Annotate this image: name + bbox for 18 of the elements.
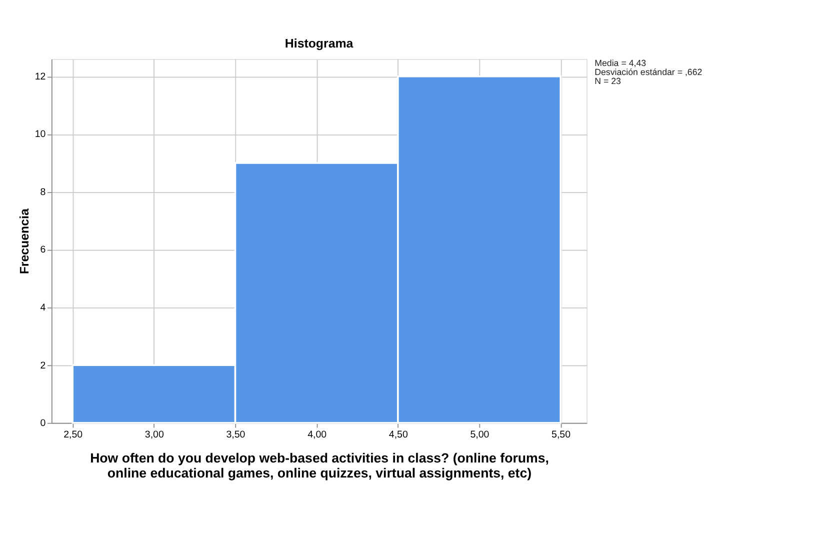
y-tick-label: 10 — [34, 129, 46, 140]
y-tick-label: 4 — [40, 302, 46, 314]
y-axis-title: Frecuencia — [18, 208, 32, 274]
text: Media = 4,43 Desviación estándar = ,662 N = 23 — [594, 58, 702, 86]
x-tick-label: 3,00 — [144, 430, 164, 441]
x-tick-label: 4,00 — [308, 430, 328, 441]
y-tick-label: 8 — [40, 186, 46, 198]
x-tick-label: 4,50 — [388, 430, 408, 441]
x-tick-label: 5,50 — [552, 430, 572, 441]
y-tick-label: 2 — [40, 360, 46, 372]
x-tick-label: 2,50 — [64, 430, 84, 441]
y-tick-label: 0 — [40, 418, 46, 430]
x-tick-label: 3,50 — [226, 430, 246, 441]
x-axis-title: How often do you develop web-based activities in class? (online forums, online educational games, online quizzes, virtual assignments, etc) — [90, 450, 549, 480]
chart-title: Histograma — [284, 36, 354, 50]
x-tick-label: 5,00 — [470, 430, 490, 441]
y-tick-label: 12 — [34, 71, 46, 82]
y-tick-label: 6 — [40, 244, 46, 256]
